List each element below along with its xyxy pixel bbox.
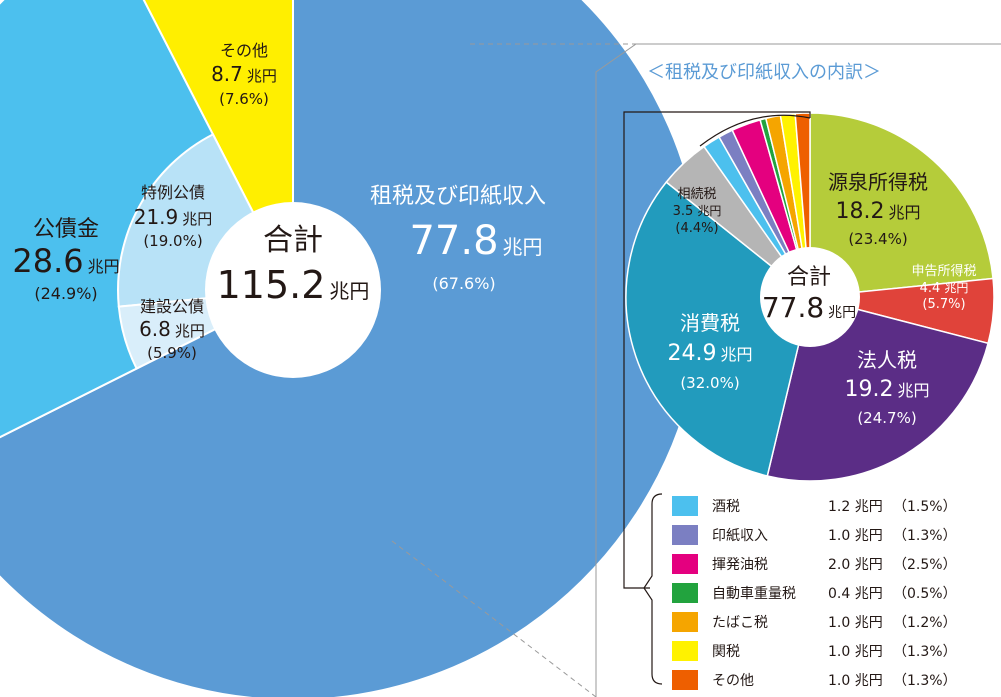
tax-slice-0 xyxy=(809,112,994,298)
legend-brace xyxy=(643,493,663,685)
revenue-bond-percent: (24.9%) xyxy=(34,284,97,303)
construction-bond-percent: (5.9%) xyxy=(147,344,197,362)
legend-percent-4: （1.2%） xyxy=(893,615,957,631)
legend-swatch-3 xyxy=(672,583,698,603)
small-slices-bracket xyxy=(623,111,811,589)
legend-swatch-2 xyxy=(672,554,698,574)
legend-value-3: 0.4 兆円 xyxy=(828,586,883,602)
tax-center-circle xyxy=(760,247,860,347)
breakdown-frame-border xyxy=(595,43,1001,697)
revenue-other-percent: (7.6%) xyxy=(219,90,269,108)
legend-percent-0: （1.5%） xyxy=(893,499,957,515)
consumption-tax-name: 消費税 xyxy=(680,311,740,335)
revenue-other-name: その他 xyxy=(220,41,268,60)
withholding-tax-percent: (23.4%) xyxy=(848,230,907,248)
corporate-tax-name: 法人税 xyxy=(857,348,917,372)
revenue-bond-name: 公債金 xyxy=(33,217,99,242)
small-slices-arc xyxy=(699,114,811,147)
revenue-tax-value: 77.8 兆円 xyxy=(409,218,542,264)
withholding-tax-value: 18.2 兆円 xyxy=(836,199,921,224)
tax-breakdown-frame: ＜租税及び印紙収入の内訳＞ xyxy=(391,43,1001,697)
legend-swatch-6 xyxy=(672,670,698,690)
legend-swatch-0 xyxy=(672,496,698,516)
tax-slice-3 xyxy=(625,181,811,477)
breakdown-title: ＜租税及び印紙収入の内訳＞ xyxy=(647,62,881,83)
legend-value-1: 1.0 兆円 xyxy=(828,528,883,544)
revenue-total-value: 115.2 兆円 xyxy=(217,263,370,307)
self-assessed-tax-percent: (5.7%) xyxy=(922,297,965,312)
consumption-tax-percent: (32.0%) xyxy=(680,374,739,392)
legend-value-6: 1.0 兆円 xyxy=(828,673,883,689)
inheritance-tax-value: 3.5 兆円 xyxy=(673,204,722,219)
construction-bond-value: 6.8 兆円 xyxy=(139,317,205,341)
connector-bottom-line xyxy=(391,540,597,697)
legend-swatch-1 xyxy=(672,525,698,545)
self-assessed-tax-value: 4.4 兆円 xyxy=(920,281,969,296)
legend-value-4: 1.0 兆円 xyxy=(828,615,883,631)
revenue-tax-percent: (67.6%) xyxy=(432,274,495,293)
inheritance-tax-percent: (4.4%) xyxy=(675,221,718,236)
legend-name-6: その他 xyxy=(712,673,754,689)
revenue-center-label: 合計 xyxy=(263,223,323,258)
consumption-tax-value: 24.9 兆円 xyxy=(668,341,753,366)
legend-swatch-4 xyxy=(672,612,698,632)
legend-name-4: たばこ税 xyxy=(712,615,768,631)
revenue-other-value: 8.7 兆円 xyxy=(211,62,277,86)
legend-name-0: 酒税 xyxy=(712,499,740,515)
legend-swatch-5 xyxy=(672,641,698,661)
special-bond-percent: (19.0%) xyxy=(143,232,202,250)
revenue-bond-value: 28.6 兆円 xyxy=(12,242,119,280)
legend-name-2: 揮発油税 xyxy=(712,557,768,573)
special-bond-name: 特例公債 xyxy=(141,183,205,202)
corporate-tax-percent: (24.7%) xyxy=(857,409,916,427)
revenue-center-circle xyxy=(205,202,381,378)
legend-name-1: 印紙収入 xyxy=(712,528,768,544)
legend-percent-3: （0.5%） xyxy=(893,586,957,602)
legend-percent-5: （1.3%） xyxy=(893,644,957,660)
legend-value-5: 1.0 兆円 xyxy=(828,644,883,660)
legend-value-2: 2.0 兆円 xyxy=(828,557,883,573)
legend-percent-1: （1.3%） xyxy=(893,528,957,544)
legend-name-3: 自動車重量税 xyxy=(712,585,796,602)
legend-name-5: 関税 xyxy=(712,644,740,660)
tax-breakdown-legend: 酒税 1.2 兆円 （1.5%） 印紙収入 1.0 兆円 （1.3%） 揮発油税 2.0 兆円… xyxy=(643,493,957,690)
corporate-tax-value: 19.2 兆円 xyxy=(845,377,930,402)
legend-percent-6: （1.3%） xyxy=(893,673,957,689)
tax-total-value: 77.8 兆円 xyxy=(762,291,856,324)
special-bond-value: 21.9 兆円 xyxy=(134,205,213,229)
legend-percent-2: （2.5%） xyxy=(893,557,957,573)
withholding-tax-name: 源泉所得税 xyxy=(828,170,928,194)
self-assessed-tax-name: 申告所得税 xyxy=(911,263,976,279)
inheritance-tax-name: 相続税 xyxy=(677,187,716,202)
legend-value-0: 1.2 兆円 xyxy=(828,499,883,515)
tax-center-label: 合計 xyxy=(787,265,831,290)
revenue-tax-name: 租税及び印紙収入 xyxy=(370,184,546,209)
construction-bond-name: 建設公債 xyxy=(140,297,204,316)
